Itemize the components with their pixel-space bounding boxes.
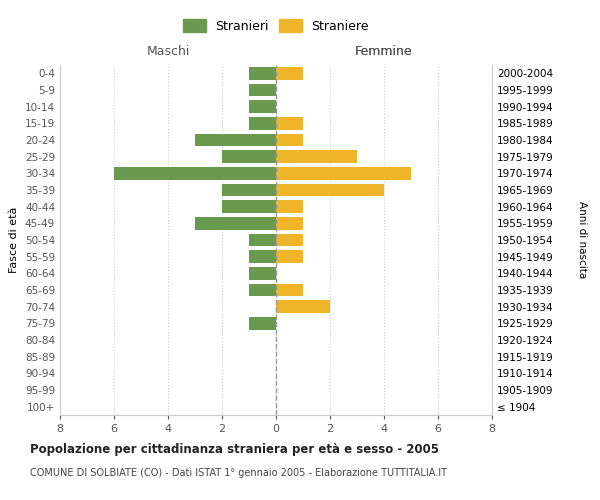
Bar [276,200,303,213]
Bar [249,117,276,130]
Bar [276,250,303,263]
Bar [249,67,276,80]
Legend: Stranieri, Straniere: Stranieri, Straniere [179,15,373,36]
Bar [114,167,276,179]
Bar [195,217,276,230]
Bar [222,184,276,196]
Text: Anni di nascita: Anni di nascita [577,202,587,278]
Bar [276,67,303,80]
Bar [276,184,384,196]
Bar [249,284,276,296]
Bar [276,167,411,179]
Bar [249,317,276,330]
Bar [195,134,276,146]
Bar [249,267,276,280]
Y-axis label: Fasce di età: Fasce di età [10,207,19,273]
Text: Femmine: Femmine [355,45,413,58]
Bar [276,234,303,246]
Bar [276,217,303,230]
Bar [249,250,276,263]
Bar [222,150,276,163]
Bar [276,117,303,130]
Bar [276,134,303,146]
Bar [276,284,303,296]
Text: COMUNE DI SOLBIATE (CO) - Dati ISTAT 1° gennaio 2005 - Elaborazione TUTTITALIA.I: COMUNE DI SOLBIATE (CO) - Dati ISTAT 1° … [30,468,447,477]
Bar [276,300,330,313]
Bar [276,150,357,163]
Text: Popolazione per cittadinanza straniera per età e sesso - 2005: Popolazione per cittadinanza straniera p… [30,442,439,456]
Text: Maschi: Maschi [146,45,190,58]
Text: Femmine: Femmine [355,45,413,58]
Bar [249,234,276,246]
Bar [222,200,276,213]
Bar [249,100,276,113]
Bar [249,84,276,96]
